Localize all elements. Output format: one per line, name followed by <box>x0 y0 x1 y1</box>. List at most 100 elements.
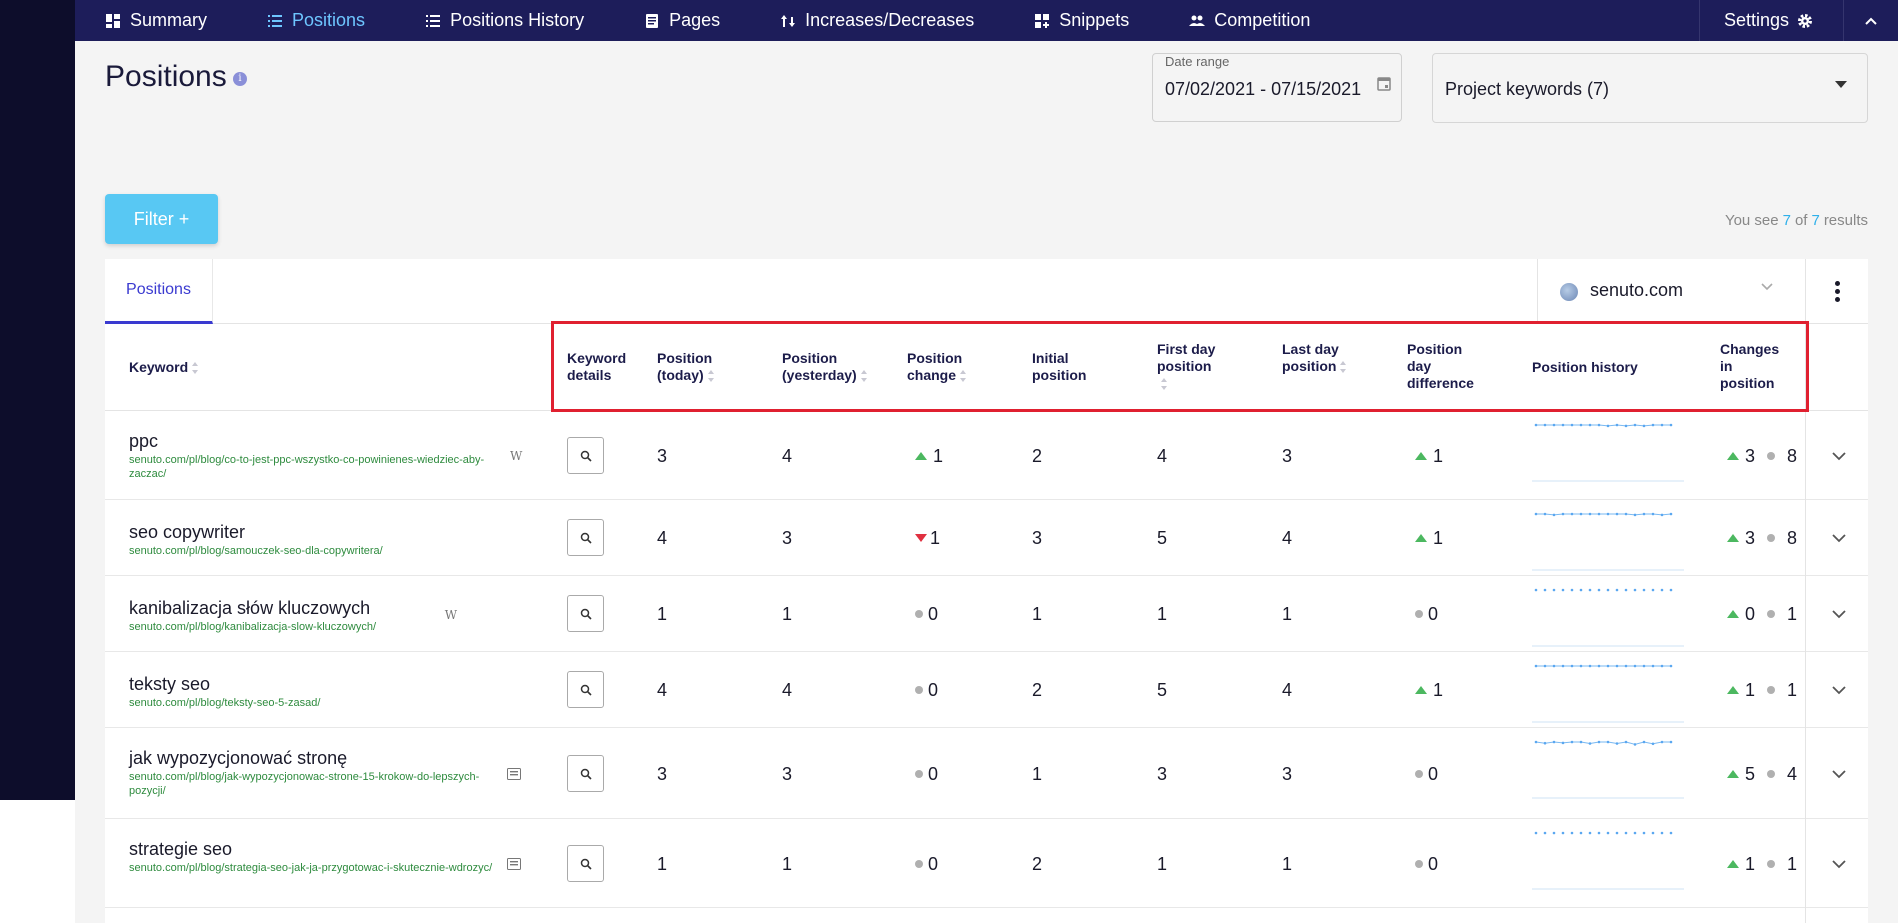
table-header: Keyword Keyword details Position (today)… <box>105 324 1868 411</box>
nav-item-increases-decreases[interactable]: Increases/Decreases <box>780 0 974 41</box>
expand-row-chevron-icon[interactable] <box>1831 859 1847 869</box>
keyword-details-button[interactable] <box>567 595 604 632</box>
column-label: Position (yesterday) <box>782 350 857 383</box>
keyword-details-button[interactable] <box>567 519 604 556</box>
chevron-up-icon <box>1865 17 1877 25</box>
initial-position-value: 2 <box>1032 854 1043 874</box>
list-icon <box>426 14 441 27</box>
keyword-url-link[interactable]: senuto.com/pl/blog/teksty-seo-5-zasad/ <box>129 697 321 709</box>
nav-item-competition[interactable]: Competition <box>1189 0 1310 41</box>
info-icon[interactable]: i <box>233 72 247 86</box>
arrow-up-icon <box>1415 452 1427 460</box>
collapse-nav-button[interactable] <box>1843 0 1898 41</box>
keyword-text[interactable]: jak wypozycjonować stronę <box>129 748 348 768</box>
keyword-text[interactable]: seo copywriter <box>129 522 246 542</box>
table-row: teksty seo senuto.com/pl/blog/teksty-seo… <box>105 652 1868 728</box>
keyword-text[interactable]: kanibalizacja słów kluczowych <box>129 598 371 618</box>
filter-button[interactable]: Filter + <box>105 194 218 244</box>
expand-row-chevron-icon[interactable] <box>1831 685 1847 695</box>
dropdown-caret-icon <box>1835 81 1847 88</box>
position-change-value: 0 <box>915 680 938 701</box>
settings-button[interactable]: Settings <box>1698 0 1843 41</box>
expand-row-chevron-icon[interactable] <box>1831 533 1847 543</box>
initial-position-value: 1 <box>1032 604 1043 624</box>
position-today-value: 1 <box>657 604 668 624</box>
keyword-url-link[interactable]: senuto.com/pl/blog/strategia-seo-jak-ja-… <box>129 862 493 874</box>
results-suffix: results <box>1823 212 1868 229</box>
day-difference-value: 1 <box>1415 680 1443 701</box>
expand-row-chevron-icon[interactable] <box>1831 451 1847 461</box>
day-difference-number: 0 <box>1428 764 1439 784</box>
initial-position-value: 3 <box>1032 528 1043 548</box>
settings-label: Settings <box>1723 10 1789 30</box>
changes-rest-number: 8 <box>1787 446 1798 466</box>
expand-row-chevron-icon[interactable] <box>1831 769 1847 779</box>
wikipedia-tag-icon: W <box>510 449 523 463</box>
date-range-value: 07/02/2021 - 07/15/2021 <box>1165 79 1362 99</box>
column-label: First day position <box>1157 341 1216 374</box>
column-label: Position (today) <box>657 350 713 383</box>
column-last-day-position[interactable]: Last day position <box>1282 341 1352 375</box>
position-change-number: 0 <box>928 604 939 624</box>
day-difference-number: 0 <box>1428 604 1439 624</box>
keyword-details-button[interactable] <box>567 845 604 882</box>
nav-item-positions-history[interactable]: Positions History <box>425 0 584 41</box>
page-title: Positions <box>105 60 227 93</box>
results-total: 7 <box>1811 212 1820 229</box>
day-difference-number: 0 <box>1428 854 1439 874</box>
keyword-url-link[interactable]: senuto.com/pl/blog/samouczek-seo-dla-cop… <box>129 545 383 557</box>
arrow-up-icon <box>1415 534 1427 542</box>
tab-positions[interactable]: Positions <box>105 259 213 324</box>
keyword-details-button[interactable] <box>567 437 604 474</box>
keyword-url-link[interactable]: senuto.com/pl/blog/jak-wypozycjonowac-st… <box>129 771 480 797</box>
day-difference-value: 1 <box>1415 446 1443 467</box>
keyword-url-link[interactable]: senuto.com/pl/blog/co-to-jest-ppc-wszyst… <box>129 454 485 480</box>
nav-label: Competition <box>1214 10 1311 30</box>
changes-up-number: 3 <box>1745 446 1756 466</box>
column-position-yesterday[interactable]: Position (yesterday) <box>782 350 882 384</box>
column-keyword-details: Keyword details <box>567 350 627 383</box>
keyword-url-link[interactable]: senuto.com/pl/blog/kanibalizacja-slow-kl… <box>129 621 377 633</box>
nav-item-summary[interactable]: Summary <box>105 0 207 41</box>
chevron-down-icon <box>1761 283 1773 291</box>
column-first-day-position[interactable]: First day position <box>1157 341 1217 392</box>
day-difference-value: 0 <box>1415 854 1438 875</box>
no-change-dot-icon <box>915 610 923 618</box>
day-difference-number: 1 <box>1433 680 1444 700</box>
column-label: Position change <box>907 350 963 383</box>
nav-label: Summary <box>130 10 208 30</box>
results-of: of <box>1794 212 1808 229</box>
position-change-number: 0 <box>928 854 939 874</box>
position-history-sparkline <box>1532 664 1684 723</box>
keyword-details-button[interactable] <box>567 755 604 792</box>
keyword-text[interactable]: teksty seo <box>129 674 211 694</box>
nav-item-pages[interactable]: Pages <box>644 0 720 41</box>
nav-label: Pages <box>669 10 721 30</box>
nav-label: Increases/Decreases <box>805 10 975 30</box>
last-day-position-value: 3 <box>1282 446 1293 466</box>
day-difference-value: 0 <box>1415 604 1438 625</box>
domain-select[interactable]: senuto.com <box>1537 259 1805 324</box>
keyword-text[interactable]: strategie seo <box>129 839 233 859</box>
column-position-today[interactable]: Position (today) <box>657 350 737 384</box>
more-options-button[interactable] <box>1805 259 1868 324</box>
no-change-dot-icon <box>1767 452 1776 460</box>
table-row: jak wypozycjonować stronę senuto.com/pl/… <box>105 728 1868 819</box>
position-history-sparkline <box>1532 423 1684 482</box>
column-position-change[interactable]: Position change <box>907 350 982 384</box>
keyword-group-select[interactable]: Project keywords (7) <box>1432 53 1868 123</box>
column-keyword[interactable]: Keyword <box>129 359 199 376</box>
nav-item-snippets[interactable]: Snippets <box>1034 0 1129 41</box>
expand-row-chevron-icon[interactable] <box>1831 609 1847 619</box>
date-range-picker[interactable]: Date range 07/02/2021 - 07/15/2021 <box>1152 53 1402 122</box>
calendar-icon[interactable] <box>1377 76 1391 91</box>
nav-item-positions[interactable]: Positions <box>267 0 365 41</box>
arrow-up-icon <box>1727 534 1739 542</box>
table-row: kanibalizacja słów kluczowych senuto.com… <box>105 576 1868 652</box>
initial-position-value: 1 <box>1032 764 1043 784</box>
keyword-details-button[interactable] <box>567 671 604 708</box>
changes-rest-number: 1 <box>1787 680 1798 700</box>
position-change-value: 0 <box>915 764 938 785</box>
keyword-text[interactable]: ppc <box>129 431 159 451</box>
